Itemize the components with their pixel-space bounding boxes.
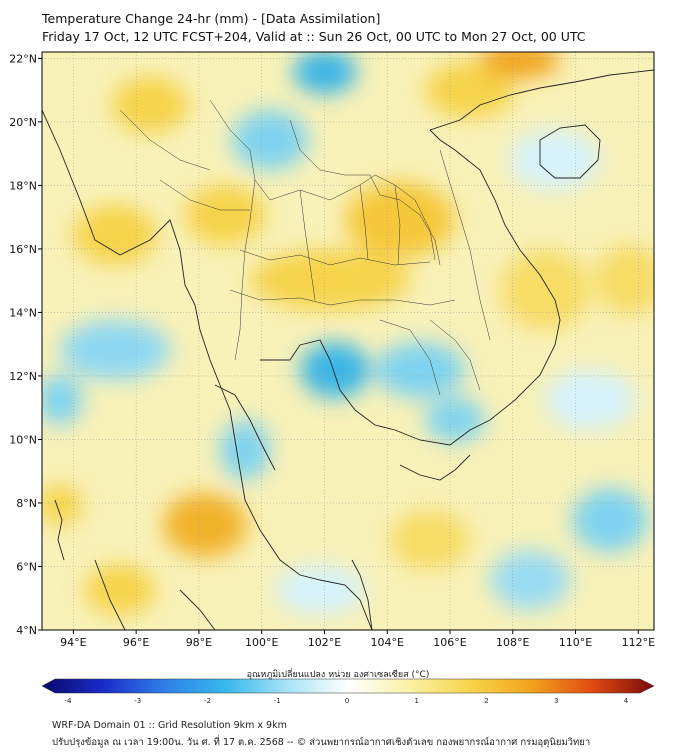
colorbar-tick-label: -2 <box>204 697 211 705</box>
cool-patch <box>545 370 635 430</box>
lat-tick-label: 10°N <box>9 433 37 446</box>
graticule <box>42 52 654 630</box>
warm-patch <box>345 182 455 258</box>
lon-tick-label: 94°E <box>60 636 86 649</box>
colorbar-label: อุณหภูมิเปลี่ยนแปลง หน่วย องศาเซลเซียส (… <box>246 670 430 680</box>
border <box>159 179 250 211</box>
field-blobs <box>42 52 654 615</box>
colorbar-ticks: -4 -3 -2 -1 0 1 2 3 4 <box>65 697 629 705</box>
map-figure: 22°N 20°N 18°N 16°N 14°N 12°N 10°N 8°N 6°N 4°N 94… <box>9 51 655 705</box>
cool-patch <box>375 342 465 398</box>
lat-tick-label: 12°N <box>9 370 37 383</box>
warm-patch <box>425 62 515 118</box>
lon-tick-label: 112°E <box>622 636 655 649</box>
border <box>439 149 491 341</box>
warm-patch <box>390 510 470 570</box>
coastline-china <box>429 69 654 131</box>
border <box>379 319 441 396</box>
cool-patch <box>275 565 365 615</box>
lat-tick-label: 20°N <box>9 116 37 129</box>
border <box>209 99 436 261</box>
colorbar: -4 -3 -2 -1 0 1 2 3 4 <box>41 678 655 705</box>
coastline-south <box>351 559 373 630</box>
lon-tick-label: 104°E <box>371 636 404 649</box>
lat-tick-label: 14°N <box>9 306 37 319</box>
cool-patch <box>300 342 370 398</box>
colorbar-tick-label: 3 <box>554 697 558 705</box>
border <box>299 189 316 301</box>
nicobar-islands <box>54 499 65 561</box>
lon-tick-label: 102°E <box>308 636 341 649</box>
lon-tick-label: 96°E <box>123 636 149 649</box>
warm-patch <box>595 245 654 315</box>
warm-patch <box>185 185 265 245</box>
hainan-island <box>539 124 601 179</box>
warm-patch <box>163 493 247 557</box>
lon-tick-label: 110°E <box>559 636 592 649</box>
lat-tick-label: 16°N <box>9 243 37 256</box>
colorbar-tick-label: -1 <box>274 697 281 705</box>
lat-tick-label: 4°N <box>16 624 37 637</box>
warm-patch <box>500 250 590 330</box>
footer-model-info: WRF-DA Domain 01 :: Grid Resolution 9km … <box>52 720 287 731</box>
cool-patch <box>293 52 357 94</box>
chart-title: Temperature Change 24-hr (mm) - [Data As… <box>42 11 381 26</box>
lat-tick-label: 22°N <box>9 52 37 65</box>
sumatra-coast-east <box>179 589 216 630</box>
cool-patch <box>42 375 82 425</box>
colorbar-tick-label: -4 <box>65 697 73 705</box>
colorbar-tick-label: 2 <box>484 697 488 705</box>
border <box>394 184 401 266</box>
border <box>234 179 256 361</box>
mekong-delta <box>399 454 471 481</box>
colorbar-tick-label: 4 <box>624 697 629 705</box>
warm-patch <box>480 52 560 78</box>
lat-tick-label: 8°N <box>16 497 37 510</box>
cool-patch <box>510 130 600 190</box>
lon-tick-label: 108°E <box>496 636 529 649</box>
lat-tick-label: 6°N <box>16 560 37 573</box>
border <box>239 249 431 266</box>
lon-tick-label: 100°E <box>245 636 278 649</box>
peninsula-coast <box>214 384 276 471</box>
cool-patch <box>220 420 270 480</box>
border-thick <box>345 174 441 266</box>
border <box>289 119 346 176</box>
temperature-field <box>42 52 654 630</box>
border <box>119 109 211 171</box>
footer-update-info: ปรับปรุงข้อมูล ณ เวลา 19:00น. วัน ศ. ที่… <box>52 737 591 748</box>
lat-tick-label: 18°N <box>9 179 37 192</box>
colorbar-tick-label: -3 <box>134 697 141 705</box>
lon-tick-label: 106°E <box>433 636 466 649</box>
coastline-gulf-indochina <box>260 129 561 446</box>
latitude-axis: 22°N 20°N 18°N 16°N 14°N 12°N 10°N 8°N 6°N 4°N <box>9 52 42 637</box>
lon-tick-label: 98°E <box>186 636 212 649</box>
province-borders <box>119 99 491 396</box>
colorbar-tick-label: 1 <box>415 697 419 705</box>
cool-patch <box>425 398 485 442</box>
longitude-axis: 94°E 96°E 98°E 100°E 102°E 104°E 106°E 108°E 110… <box>60 630 655 649</box>
cool-patch <box>490 550 570 610</box>
colorbar-tick-label: 0 <box>345 697 349 705</box>
sumatra-coast <box>94 559 126 630</box>
warm-patch <box>250 250 410 310</box>
border <box>359 184 369 261</box>
cool-patch <box>60 320 170 380</box>
warm-patch <box>85 565 155 615</box>
cool-patch <box>572 488 648 552</box>
colorbar-bar <box>41 678 655 694</box>
border <box>429 319 481 391</box>
chart-subtitle: Friday 17 Oct, 12 UTC FCST+204, Valid at… <box>42 29 586 44</box>
coastlines <box>42 69 654 630</box>
border <box>229 289 456 306</box>
warm-patch <box>42 485 82 525</box>
coastline-mainland-west <box>42 109 373 630</box>
map-frame <box>41 51 655 631</box>
warm-patch <box>112 77 188 133</box>
